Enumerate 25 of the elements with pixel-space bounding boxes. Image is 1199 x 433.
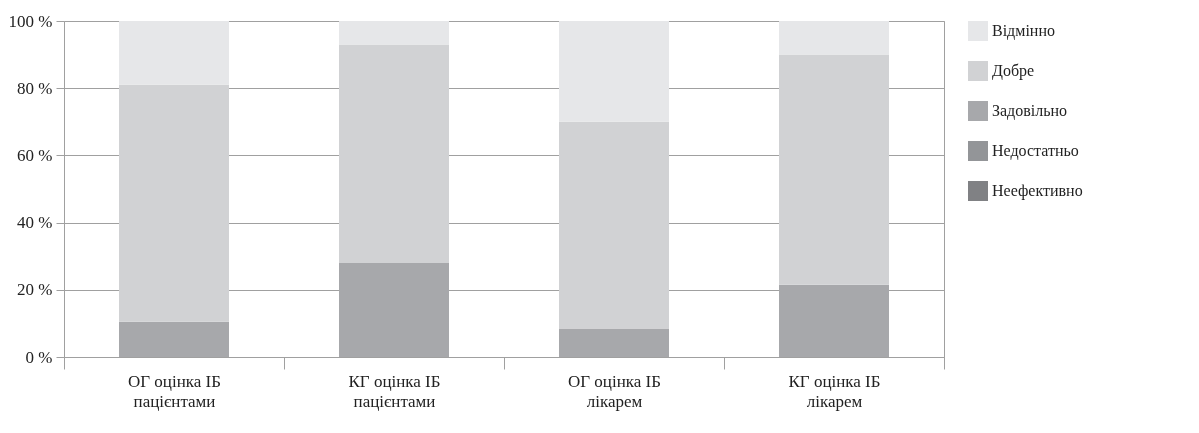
x-tick-label: КГ оцінка ІБ пацієнтами [348,371,441,411]
y-tick-label: 40 % [17,213,53,233]
x-tick-label: ОГ оцінка ІБ лікарем [568,371,661,411]
y-tick-label: 0 % [25,347,53,367]
bar [119,84,229,322]
x-tick-label: КГ оцінка ІБ лікарем [788,371,881,411]
y-tick-label: 20 % [17,280,53,300]
bar [559,21,669,122]
bar [559,121,669,329]
legend-label: Неефективно [992,182,1083,200]
bar [779,54,889,285]
legend-label: Добре [992,62,1035,80]
y-tick-label: 100 % [8,11,53,31]
legend-label: Задовільно [992,102,1068,120]
bar [559,328,669,357]
y-tick-label: 60 % [17,145,53,165]
bar [119,321,229,357]
x-tick-label: ОГ оцінка ІБ пацієнтами [128,371,221,411]
bar [119,21,229,85]
bar [779,21,889,55]
y-tick-label: 80 % [17,78,53,98]
bar [339,21,449,45]
legend-label: Недостатньо [992,142,1079,160]
bar [339,44,449,263]
legend-label: Відмінно [992,22,1055,40]
